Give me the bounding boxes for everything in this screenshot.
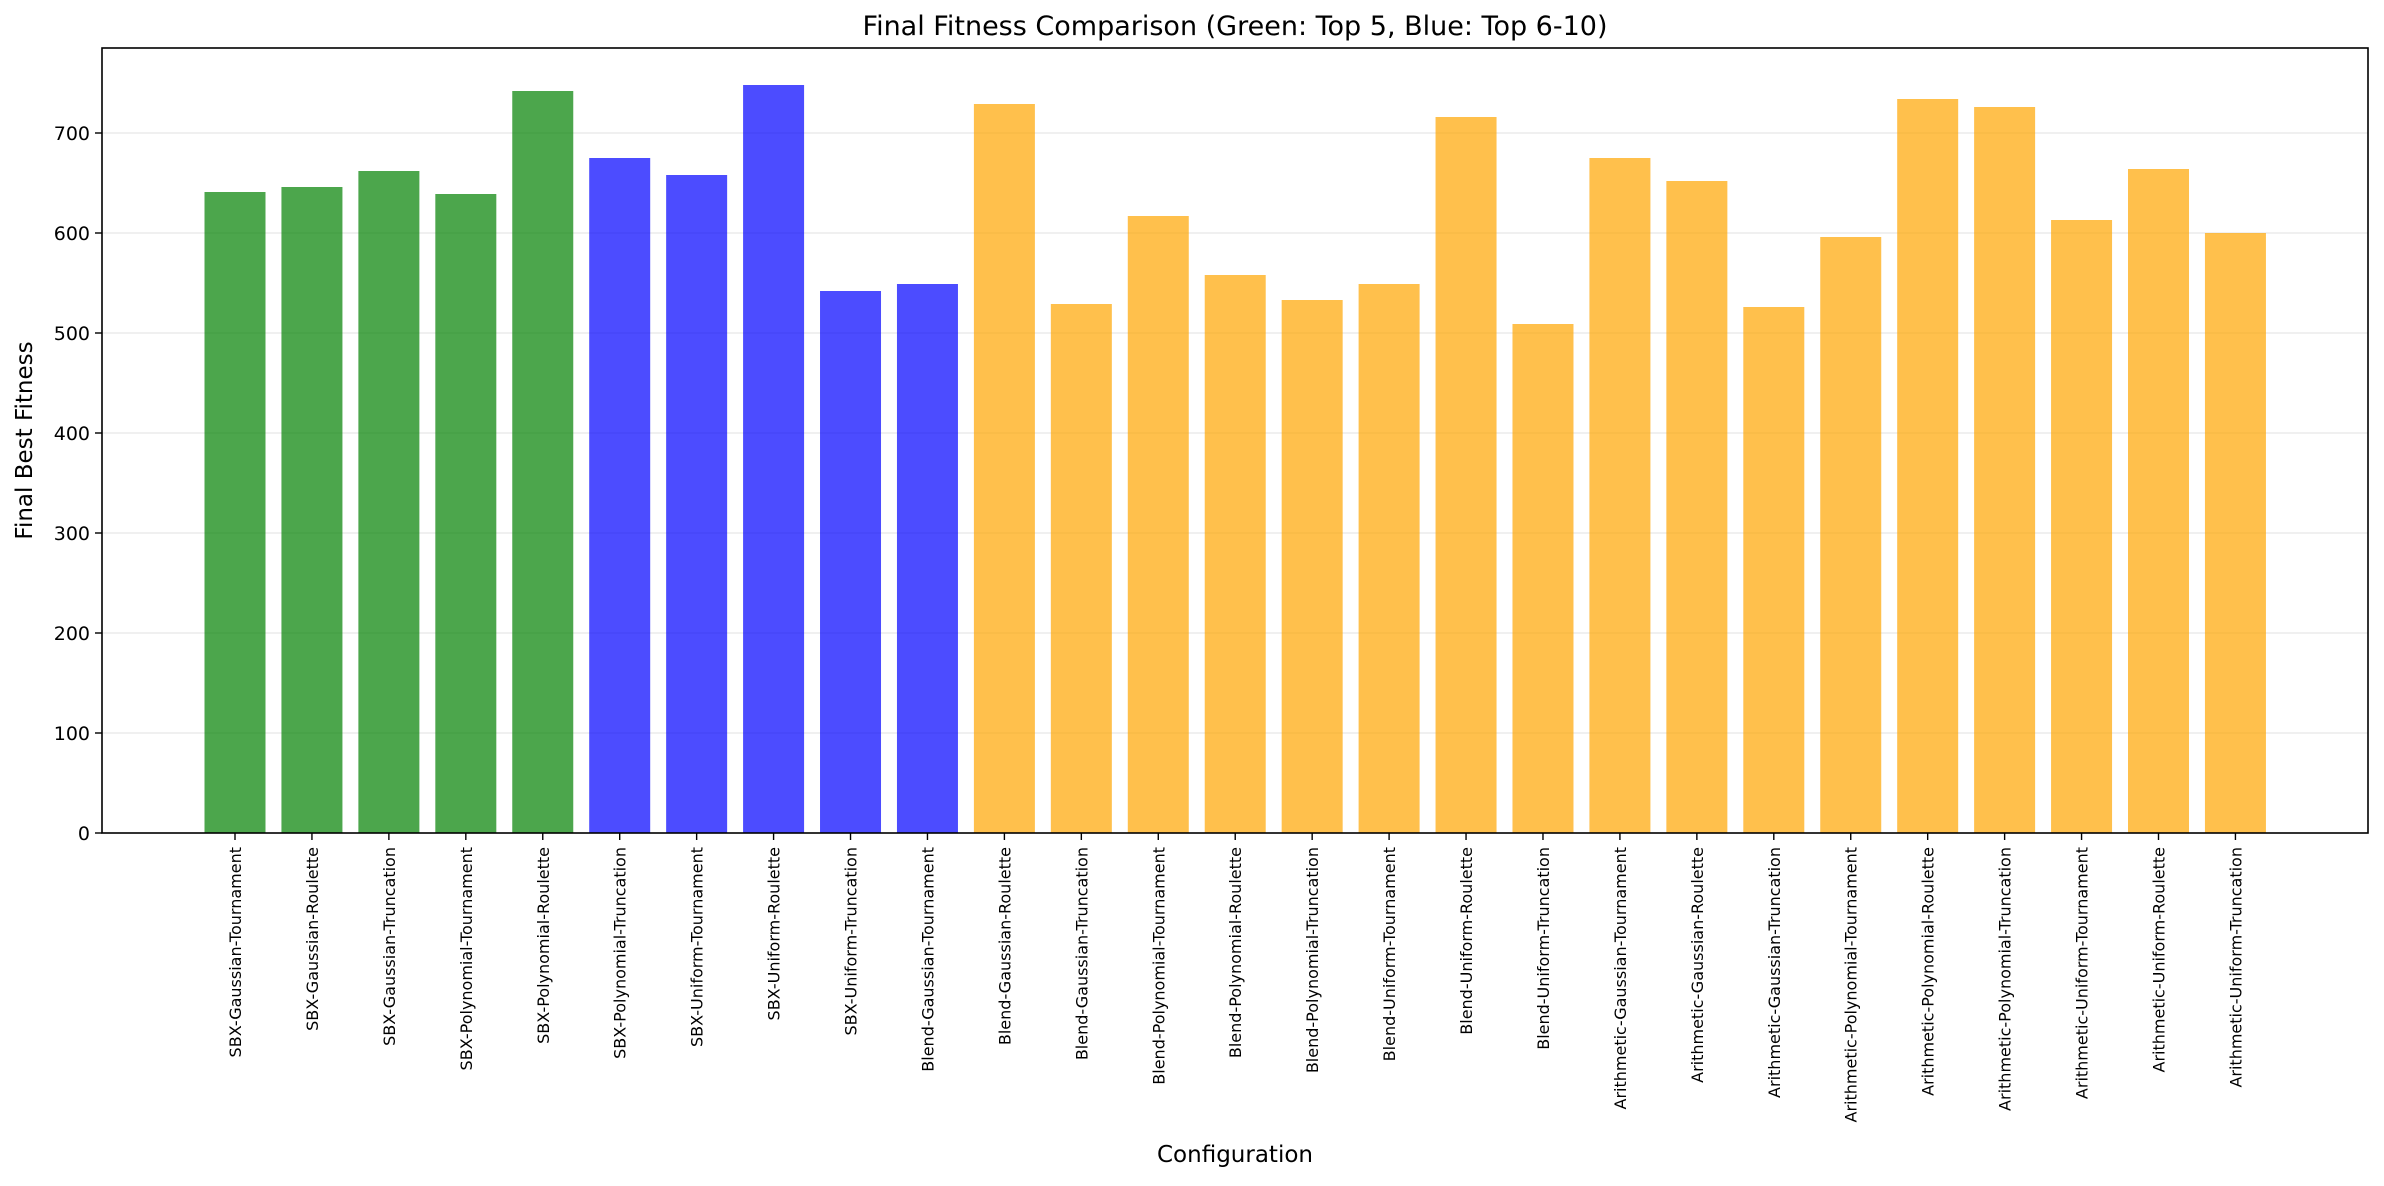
bar xyxy=(435,194,497,833)
bar xyxy=(1897,99,1959,833)
y-tick-label: 100 xyxy=(54,723,90,745)
x-tick-label: Blend-Gaussian-Tournament xyxy=(918,847,937,1072)
y-tick-label: 400 xyxy=(54,423,90,445)
bar xyxy=(973,104,1035,833)
bar xyxy=(589,158,651,833)
x-tick-label: SBX-Gaussian-Tournament xyxy=(226,847,245,1057)
bar xyxy=(1281,300,1343,833)
bar xyxy=(512,91,574,833)
bar xyxy=(1204,275,1266,833)
x-tick-label: SBX-Uniform-Tournament xyxy=(688,847,707,1047)
bar xyxy=(1589,158,1651,833)
x-tick-label: Blend-Polynomial-Roulette xyxy=(1226,847,1245,1058)
bar xyxy=(2204,233,2266,833)
bar xyxy=(1743,307,1805,833)
x-tick-label: Arithmetic-Gaussian-Truncation xyxy=(1765,847,1784,1098)
y-tick-label: 500 xyxy=(54,323,90,345)
chart-title: Final Fitness Comparison (Green: Top 5, … xyxy=(863,11,1608,42)
x-tick-label: SBX-Uniform-Truncation xyxy=(842,847,861,1036)
x-tick-label: Arithmetic-Gaussian-Roulette xyxy=(1688,847,1707,1083)
bar xyxy=(1666,181,1728,833)
bar xyxy=(820,291,882,833)
x-tick-label: Arithmetic-Uniform-Tournament xyxy=(2073,847,2092,1099)
x-tick-label: Arithmetic-Uniform-Truncation xyxy=(2226,847,2245,1088)
x-tick-label: Blend-Polynomial-Tournament xyxy=(1149,847,1168,1085)
x-tick-label: SBX-Gaussian-Truncation xyxy=(380,847,399,1046)
x-tick-label: Arithmetic-Uniform-Roulette xyxy=(2150,847,2169,1072)
x-tick-label: Blend-Polynomial-Truncation xyxy=(1303,847,1322,1073)
x-tick-label: SBX-Polynomial-Truncation xyxy=(611,847,630,1059)
bar xyxy=(2051,220,2113,833)
x-tick-label: Arithmetic-Polynomial-Truncation xyxy=(1996,847,2015,1111)
y-axis: 0 100 200 300 400 500 600 700 xyxy=(54,123,102,845)
x-tick-label: SBX-Polynomial-Roulette xyxy=(534,847,553,1044)
bar xyxy=(1435,117,1497,833)
bar xyxy=(666,175,728,833)
x-tick-label: SBX-Polynomial-Tournament xyxy=(457,847,476,1070)
x-tick-label: SBX-Uniform-Roulette xyxy=(765,847,784,1020)
bar xyxy=(1820,237,1882,833)
x-tick-label: Arithmetic-Polynomial-Tournament xyxy=(1842,847,1861,1122)
y-tick-label: 700 xyxy=(54,123,90,145)
x-tick-label: Blend-Uniform-Roulette xyxy=(1457,847,1476,1035)
x-tick-label: SBX-Gaussian-Roulette xyxy=(303,847,322,1031)
x-tick-label: Blend-Gaussian-Roulette xyxy=(995,847,1014,1045)
x-tick-label: Blend-Uniform-Truncation xyxy=(1534,847,1553,1050)
x-tick-label: Blend-Uniform-Tournament xyxy=(1380,847,1399,1061)
bar xyxy=(743,85,805,833)
bar xyxy=(896,284,958,833)
bar xyxy=(1127,216,1189,833)
bar xyxy=(2128,169,2189,833)
y-tick-label: 200 xyxy=(54,623,90,645)
y-tick-label: 0 xyxy=(78,823,90,845)
y-tick-label: 300 xyxy=(54,523,90,545)
bar xyxy=(281,187,343,833)
x-tick-label: Arithmetic-Gaussian-Tournament xyxy=(1611,847,1630,1109)
bar xyxy=(1974,107,2036,833)
y-tick-label: 600 xyxy=(54,223,90,245)
x-axis: SBX-Gaussian-Tournament SBX-Gaussian-Roul… xyxy=(226,833,2245,1122)
bar xyxy=(1358,284,1420,833)
bar xyxy=(1050,304,1112,833)
bar xyxy=(358,171,420,833)
y-axis-label: Final Best Fitness xyxy=(12,341,38,539)
x-axis-label: Configuration xyxy=(1157,1142,1313,1168)
x-tick-label: Arithmetic-Polynomial-Roulette xyxy=(1919,847,1938,1096)
bar xyxy=(204,192,266,833)
bar-layer xyxy=(204,85,2266,833)
bar xyxy=(1512,324,1574,833)
x-tick-label: Blend-Gaussian-Truncation xyxy=(1072,847,1091,1060)
